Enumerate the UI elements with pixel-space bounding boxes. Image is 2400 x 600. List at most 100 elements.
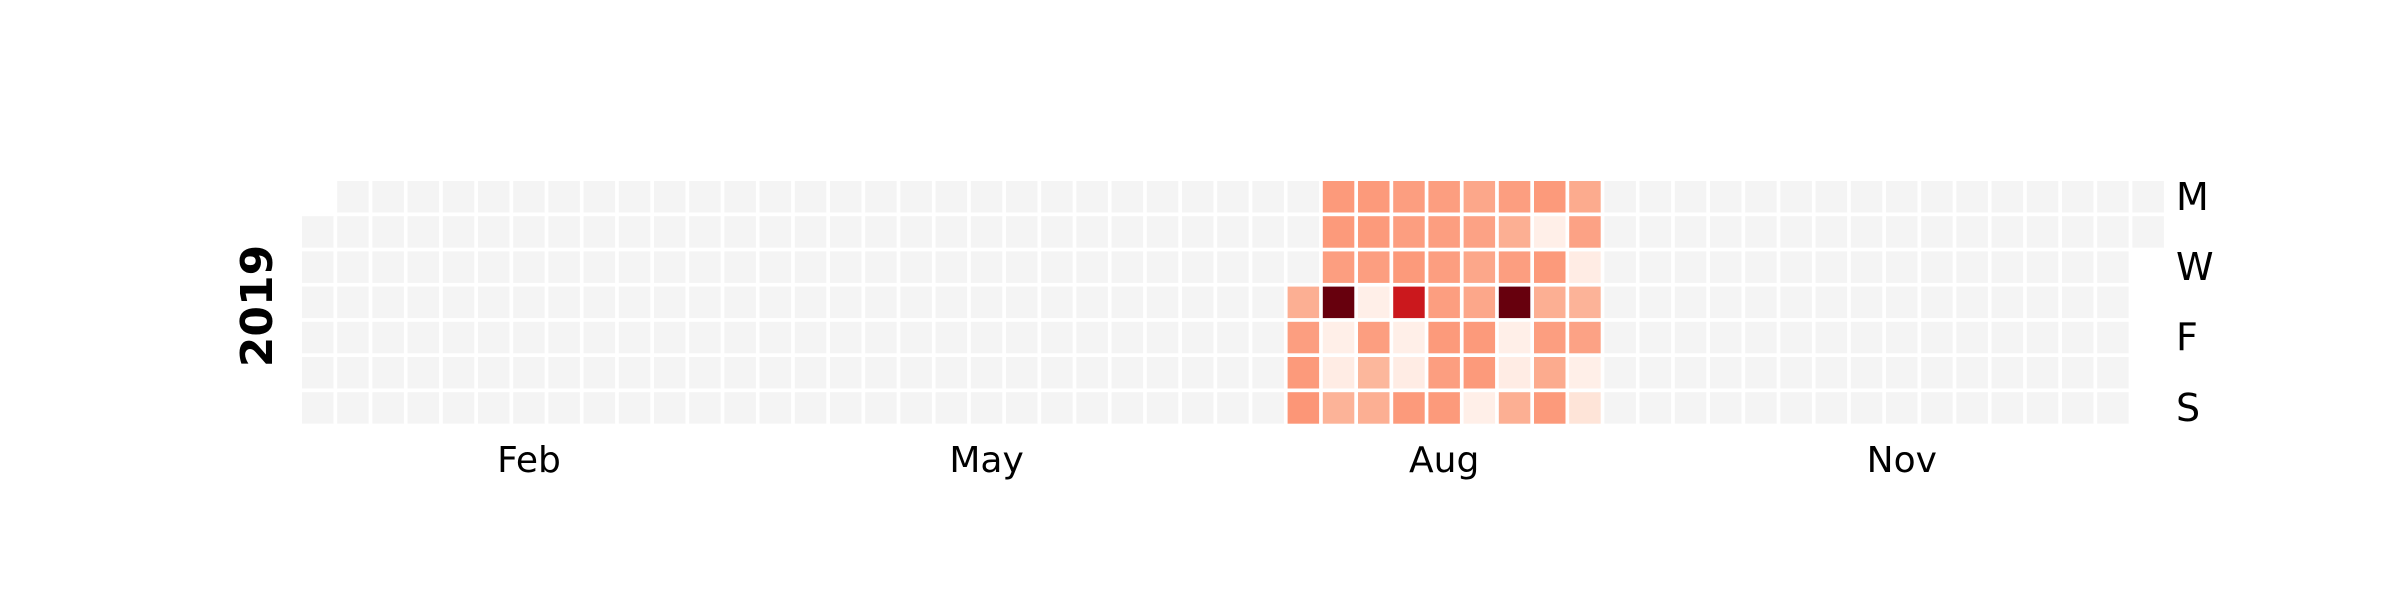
day-cell (2062, 392, 2094, 424)
day-cell (1287, 181, 1320, 213)
day-cell (1639, 181, 1672, 213)
day-cell (1358, 357, 1390, 389)
day-cell (759, 251, 792, 283)
day-cell (1534, 286, 1566, 319)
day-cell (1111, 392, 1144, 424)
day-cell (830, 251, 862, 283)
day-cell (1498, 392, 1531, 424)
day-cell (1956, 251, 1988, 283)
day-cell (724, 357, 756, 389)
day-cell (1287, 216, 1320, 248)
day-cell (1076, 321, 1108, 354)
day-cell (1252, 251, 1284, 283)
day-cell (1850, 181, 1883, 213)
day-cell (407, 216, 440, 248)
day-cell (337, 251, 369, 283)
day-cell (1991, 357, 2024, 389)
day-cell (1815, 181, 1848, 213)
day-cell (1182, 357, 1214, 389)
day-cell (548, 251, 580, 283)
day-cell (1780, 216, 1812, 248)
day-cell (583, 181, 616, 213)
day-cell (1252, 357, 1284, 389)
day-cell (407, 392, 440, 424)
day-cell (1534, 321, 1566, 354)
day-cell (794, 181, 827, 213)
day-cell (1393, 321, 1425, 354)
day-cell (1322, 392, 1355, 424)
day-cell (478, 251, 510, 283)
day-cell (1146, 392, 1179, 424)
month-label: May (949, 440, 1023, 481)
day-cell (548, 181, 580, 213)
day-cell (1287, 392, 1320, 424)
day-cell (548, 286, 580, 319)
day-cell (1463, 216, 1496, 248)
day-cell (2026, 321, 2059, 354)
day-cell (1182, 392, 1214, 424)
day-cell (1710, 392, 1742, 424)
day-cell (654, 286, 686, 319)
day-cell (618, 251, 651, 283)
day-cell (513, 216, 545, 248)
day-cell (372, 251, 404, 283)
day-cell (618, 286, 651, 319)
day-cell (1534, 216, 1566, 248)
day-cell (935, 357, 968, 389)
day-cell (1322, 357, 1355, 389)
day-cell (1639, 357, 1672, 389)
day-cell (2062, 286, 2094, 319)
day-cell (1956, 357, 1988, 389)
day-cell (442, 216, 475, 248)
day-cell (1006, 181, 1038, 213)
day-cell (1217, 392, 1249, 424)
day-cell (1815, 357, 1848, 389)
day-cell (759, 286, 792, 319)
day-cell (442, 392, 475, 424)
day-cell (1921, 251, 1953, 283)
day-cell (1146, 216, 1179, 248)
day-cell (1569, 286, 1601, 319)
day-cell (900, 357, 932, 389)
day-cell (1076, 357, 1108, 389)
day-cell (2097, 216, 2129, 248)
day-cell (1217, 181, 1249, 213)
day-cell (1006, 357, 1038, 389)
day-cell (372, 181, 404, 213)
day-cell (1991, 216, 2024, 248)
day-cell (900, 181, 932, 213)
day-cell (2026, 357, 2059, 389)
weekday-label: S (2176, 386, 2200, 430)
month-label: Aug (1409, 440, 1479, 481)
day-cell (1393, 357, 1425, 389)
day-cell (372, 321, 404, 354)
day-cell (1921, 357, 1953, 389)
day-cell (1498, 216, 1531, 248)
day-cell (970, 321, 1003, 354)
day-cell (865, 286, 897, 319)
day-cell (1393, 392, 1425, 424)
day-cell (2026, 181, 2059, 213)
day-cell (513, 286, 545, 319)
day-cell (1182, 216, 1214, 248)
day-cell (1358, 392, 1390, 424)
day-cell (654, 251, 686, 283)
day-cell (1710, 286, 1742, 319)
day-cell (2132, 216, 2164, 248)
day-cell (1569, 251, 1601, 283)
day-cell (935, 321, 968, 354)
day-cell (689, 251, 721, 283)
day-cell (1674, 181, 1707, 213)
day-cell (1463, 181, 1496, 213)
day-cell (865, 216, 897, 248)
day-cell (1463, 321, 1496, 354)
day-cell (1745, 181, 1777, 213)
day-cell (900, 321, 932, 354)
day-cell (1604, 216, 1636, 248)
day-cell (935, 286, 968, 319)
day-cell (1639, 392, 1672, 424)
day-cell (2097, 251, 2129, 283)
day-cell (2062, 321, 2094, 354)
day-cell (1780, 286, 1812, 319)
